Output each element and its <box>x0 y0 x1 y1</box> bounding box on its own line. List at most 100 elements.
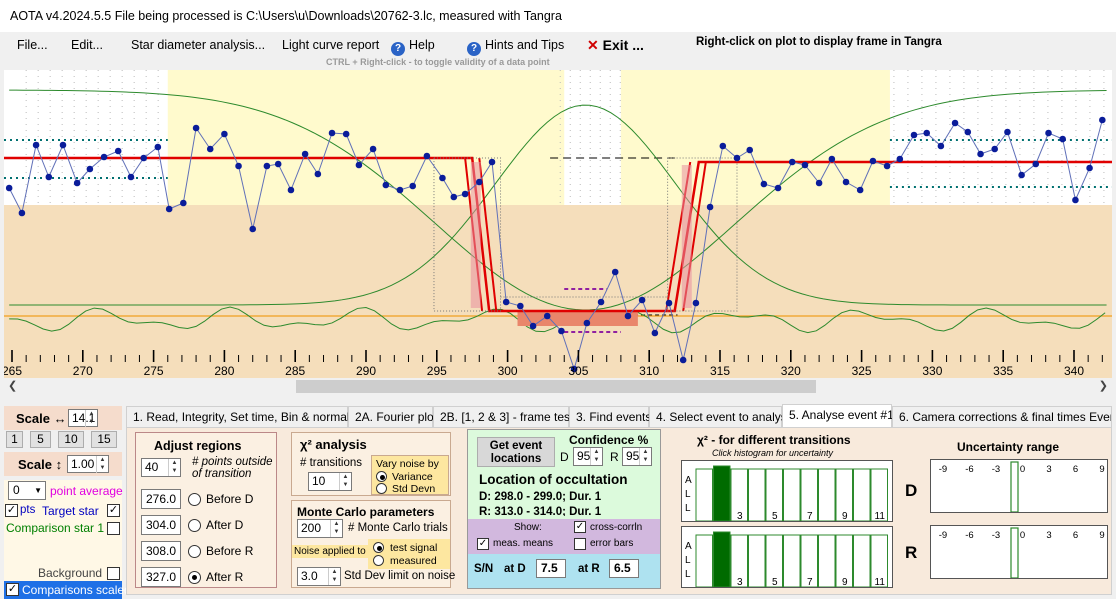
zoom-10-button[interactable]: 10 <box>58 431 84 448</box>
scroll-left-icon[interactable]: ❮ <box>8 380 18 392</box>
spin-arrows-icon[interactable]: ▲ ▼ <box>330 520 342 537</box>
spin-arrows-icon[interactable]: ▲ ▼ <box>168 459 180 476</box>
after-d-radio[interactable] <box>188 519 201 532</box>
menu-edit[interactable]: Edit... <box>71 38 103 52</box>
spin-arrows-icon[interactable]: ▲ ▼ <box>328 568 340 585</box>
x-tick-label: 295 <box>427 364 447 378</box>
data-point <box>274 160 282 168</box>
sn-label: S/N <box>474 563 494 575</box>
x-tick-label: 290 <box>356 364 376 378</box>
zoom-5-button[interactable]: 5 <box>30 431 51 448</box>
chi2-hist-r[interactable]: A L L 1 3 5 7 9 11 <box>681 526 893 588</box>
data-point <box>937 142 945 150</box>
chi-analysis-title: χ² analysis <box>300 437 367 452</box>
menu-exit[interactable]: ✕ Exit ... <box>587 37 644 54</box>
spin-arrows-icon[interactable]: ▲ ▼ <box>639 448 651 465</box>
tab-camera-corrections[interactable]: 6. Camera corrections & final times Even… <box>892 406 1112 428</box>
hist-side-label: A <box>685 541 692 552</box>
comparison-star-checkbox[interactable] <box>107 522 120 535</box>
scale-h-input[interactable]: 14.1 ▲ ▼ <box>68 409 98 427</box>
after-r-value[interactable]: 327.0 <box>141 567 181 587</box>
points-outside-input[interactable]: 40 ▲ ▼ <box>141 458 181 477</box>
zoom-15-button[interactable]: 15 <box>91 431 117 448</box>
meas-means-checkbox[interactable]: ✓ <box>477 538 489 550</box>
menu-star-diameter[interactable]: Star diameter analysis... <box>131 38 266 52</box>
before-d-value[interactable]: 276.0 <box>141 489 181 509</box>
cross-corr-checkbox[interactable]: ✓ <box>574 521 586 533</box>
before-r-radio[interactable] <box>188 545 201 558</box>
error-bars-checkbox[interactable] <box>574 538 586 550</box>
location-title: Location of occultation <box>479 472 628 487</box>
chi2-hist-d[interactable]: A L L 1 3 5 7 9 11 <box>681 460 893 522</box>
menu-hints[interactable]: ? Hints and Tips <box>467 38 564 56</box>
menu-file[interactable]: File... <box>17 38 48 52</box>
data-point <box>1004 128 1011 136</box>
after-r-radio[interactable] <box>188 571 201 584</box>
light-curve-plot[interactable]: 265 270 275 280 285 290 295 300 305 310 315 320 325 3… <box>4 70 1112 378</box>
background-label: Background <box>38 566 103 580</box>
window-title: AOTA v4.2024.5.5 File being processed is… <box>10 9 562 23</box>
measured-radio[interactable] <box>373 555 384 566</box>
x-tick-label: 330 <box>922 364 942 378</box>
zoom-1-button[interactable]: 1 <box>6 431 23 448</box>
tab-select-event[interactable]: 4. Select event to analyse <box>649 406 793 428</box>
confidence-r-input[interactable]: 95 ▲ ▼ <box>622 447 652 466</box>
data-point <box>1086 164 1093 172</box>
test-signal-radio[interactable] <box>373 542 384 553</box>
uncertainty-tick: 9 <box>1099 530 1104 541</box>
menu-help[interactable]: ? Help <box>391 38 435 56</box>
menu-light-curve-report[interactable]: Light curve report <box>282 38 380 52</box>
pts-checkbox[interactable]: ✓ <box>5 504 18 517</box>
comparisons-scaled-row[interactable]: ✓ Comparisons scaled <box>4 581 131 599</box>
event-location-group: Get event locations Confidence % D 95 ▲ ▼ … <box>467 429 661 589</box>
tab-analyse-event[interactable]: 5. Analyse event #1 <box>782 404 894 428</box>
uncertainty-tick: -6 <box>965 530 973 541</box>
std-devn-radio[interactable] <box>376 483 387 494</box>
confidence-label: Confidence % <box>569 433 649 447</box>
hist-r-label: R <box>905 543 918 562</box>
background-checkbox[interactable] <box>107 567 120 580</box>
plot-canvas[interactable]: 265 270 275 280 285 290 295 300 305 310 315 320 325 3… <box>4 70 1112 378</box>
after-d-value[interactable]: 304.0 <box>141 515 181 535</box>
tab-frame-test[interactable]: 2B. [1, 2 & 3] - frame test <box>433 406 573 428</box>
tab-find-events[interactable]: 3. Find events <box>569 406 651 428</box>
target-star-checkbox[interactable]: ✓ <box>107 504 120 517</box>
data-point <box>114 147 122 155</box>
scroll-right-icon[interactable]: ❯ <box>1098 380 1108 392</box>
after-r-label: After R <box>206 570 244 584</box>
error-bars-label: error bars <box>590 538 634 549</box>
hist-tick: 5 <box>772 511 778 521</box>
data-point <box>1018 171 1025 179</box>
spin-arrows-icon[interactable]: ▲ ▼ <box>85 410 97 427</box>
get-event-locations-button[interactable]: Get event locations <box>477 437 555 467</box>
point-average-select[interactable]: 0 ▼ <box>8 481 46 500</box>
spin-arrows-icon[interactable]: ▲ ▼ <box>590 448 602 465</box>
scale-v-input[interactable]: 1.00 ▲ ▼ <box>67 455 109 473</box>
std-limit-input[interactable]: 3.0 ▲ ▼ <box>297 567 341 586</box>
data-point <box>328 129 336 137</box>
variance-radio[interactable] <box>376 471 387 482</box>
data-point <box>439 174 446 182</box>
uncertainty-tick: 6 <box>1073 530 1078 541</box>
tab-read[interactable]: 1. Read, Integrity, Set time, Bin & norm… <box>126 406 365 428</box>
confidence-d-input[interactable]: 95 ▲ ▼ <box>573 447 603 466</box>
data-point <box>760 180 768 188</box>
trials-input[interactable]: 200 ▲ ▼ <box>297 519 343 538</box>
before-d-radio[interactable] <box>188 493 201 506</box>
data-point <box>665 299 673 307</box>
target-star-label: Target star <box>42 504 99 518</box>
hist-bar <box>818 534 836 588</box>
before-r-value[interactable]: 308.0 <box>141 541 181 561</box>
uncertainty-tick: -6 <box>965 464 973 475</box>
x-tick-label: 310 <box>639 364 659 378</box>
scroll-thumb[interactable] <box>296 380 816 393</box>
tab-fourier[interactable]: 2A. Fourier plot <box>348 406 437 428</box>
transitions-input[interactable]: 10 ▲ ▼ <box>308 472 352 491</box>
comparisons-scaled-checkbox[interactable]: ✓ <box>6 583 19 596</box>
spin-arrows-icon[interactable]: ▲ ▼ <box>96 456 108 473</box>
spin-arrows-icon[interactable]: ▲ ▼ <box>339 473 351 490</box>
hist-bar <box>783 534 801 588</box>
plot-scrollbar[interactable]: ❮ ❯ <box>4 378 1112 395</box>
